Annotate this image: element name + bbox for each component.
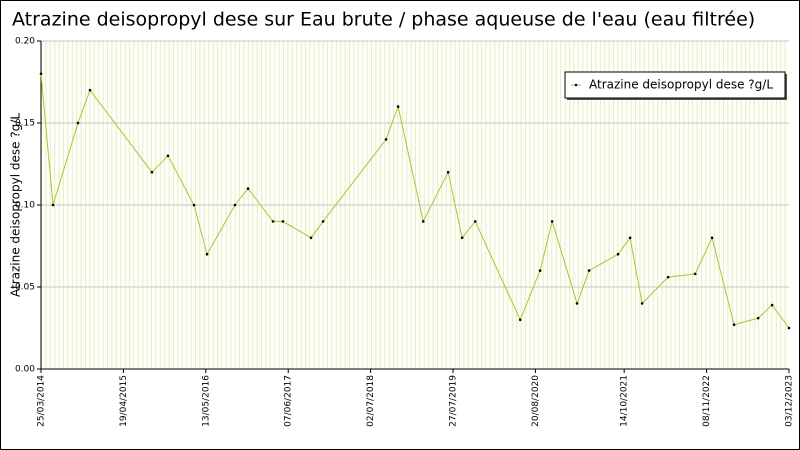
point [421,220,425,223]
point [666,275,670,279]
x-tick-label: 19/04/2015 [119,375,129,427]
y-axis-label: Atrazine deisopropyl dese ?g/L [9,113,23,297]
x-tick-label: 20/08/2020 [531,375,541,427]
point [710,236,714,240]
point [518,318,522,322]
point [616,252,620,256]
point [384,138,388,141]
y-tick-label: 0.00 [15,365,35,375]
legend-label: Atrazine deisopropyl dese ?g/L [589,78,773,92]
point [446,170,450,174]
point [575,302,579,305]
point [460,236,464,240]
chart-title: Atrazine deisopropyl dese sur Eau brute … [12,9,755,31]
point [39,72,43,76]
point [693,272,697,276]
point [309,236,313,240]
point [88,88,92,92]
point [166,154,170,158]
x-tick-label: 03/12/2023 [785,375,795,427]
point [321,220,325,223]
point [732,323,736,327]
y-tick-label: 0.10 [15,201,35,211]
point [587,269,591,272]
y-tick-label: 0.15 [15,119,35,129]
point [271,220,275,223]
legend-marker [574,83,578,87]
point [192,203,196,207]
legend-box [564,71,786,99]
point [205,252,209,256]
y-tick-label: 0.05 [15,283,35,293]
point [628,236,632,240]
x-tick-label: 27/07/2019 [449,375,459,427]
x-tick-label: 07/06/2017 [284,375,294,427]
point [396,105,400,108]
point [756,316,760,320]
x-tick-label: 25/03/2014 [37,375,47,427]
point [473,220,477,223]
point [787,326,791,330]
point [233,203,237,207]
y-tick-label: 0.20 [15,37,35,47]
point [281,220,285,223]
x-tick-label: 13/05/2016 [201,375,211,427]
x-tick-label: 02/07/2018 [366,375,376,427]
x-tick-label: 14/10/2021 [620,375,630,427]
point [150,170,154,174]
point [538,269,542,272]
point [550,220,554,223]
legend: Atrazine deisopropyl dese ?g/L [564,71,787,100]
point [246,187,250,190]
point [770,303,774,307]
x-tick-label: 08/11/2022 [702,375,712,427]
point [76,121,80,125]
point [640,302,644,305]
point [51,203,55,207]
